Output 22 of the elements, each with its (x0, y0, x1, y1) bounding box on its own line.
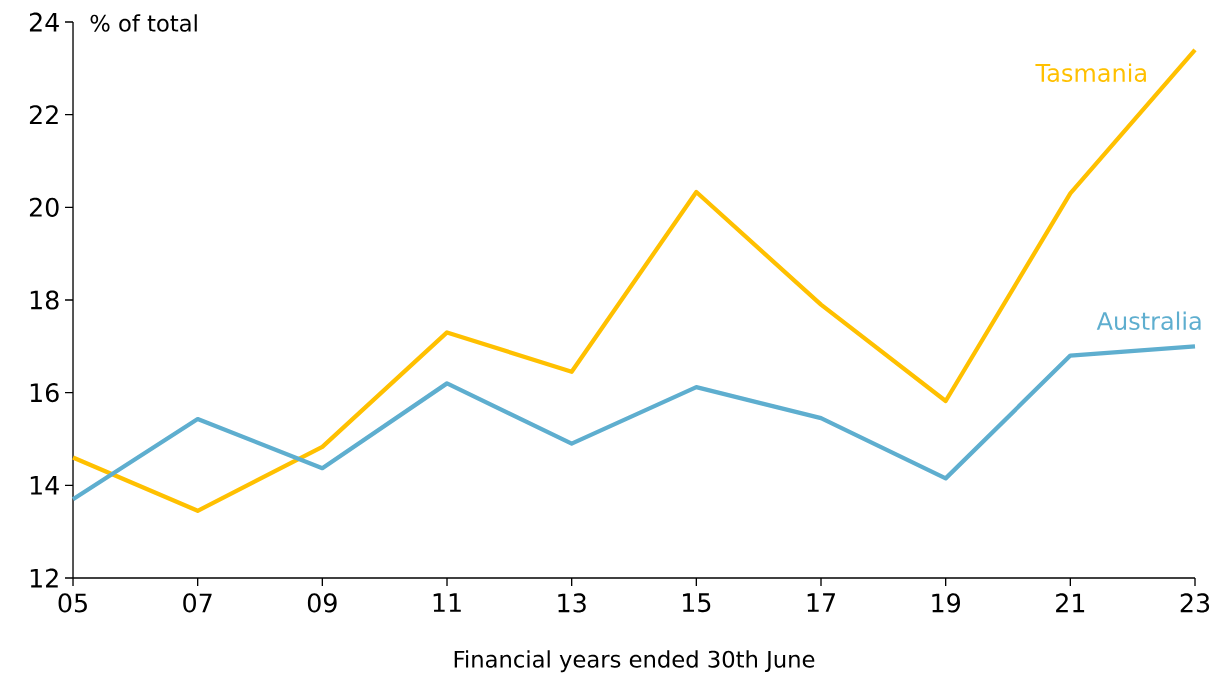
x-tick-label: 19 (932, 593, 960, 613)
x-tick-label: 13 (558, 593, 586, 613)
series-label: Tasmania (1035, 63, 1146, 82)
series-label: Australia (1096, 311, 1201, 331)
x-tick-label: 07 (183, 593, 212, 613)
x-tick-label: 15 (683, 593, 711, 613)
x-tick-label: 23 (1180, 593, 1210, 613)
x-tick-label: 05 (58, 593, 87, 613)
x-tick-label: 11 (433, 593, 461, 612)
x-tick-label: 09 (307, 593, 337, 613)
y-axis-title: % of total (90, 14, 197, 32)
y-tick-label: 16 (30, 383, 59, 403)
y-tick-label: 20 (29, 197, 59, 217)
y-tick-label: 14 (30, 476, 59, 495)
line-series (70, 344, 1198, 502)
x-tick-label: 17 (807, 593, 835, 612)
y-tick-label: 12 (30, 568, 58, 588)
x-axis-title: Financial years ended 30th June (454, 650, 815, 673)
y-tick-label: 22 (29, 105, 58, 125)
y-tick-label: 18 (30, 290, 59, 310)
x-tick-label: 21 (1056, 593, 1085, 613)
y-tick-label: 24 (29, 12, 59, 32)
